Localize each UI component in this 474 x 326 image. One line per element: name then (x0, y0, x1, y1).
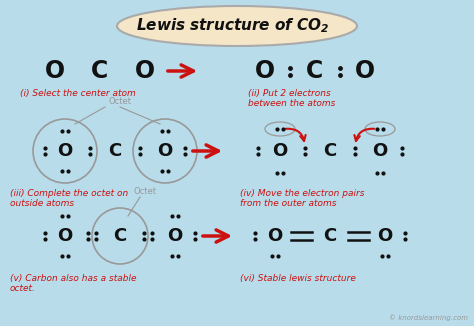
Text: (iv) Move the electron pairs
from the outer atoms: (iv) Move the electron pairs from the ou… (240, 189, 365, 208)
Text: O: O (255, 59, 275, 83)
Text: C: C (323, 227, 337, 245)
Text: © knordslearning.com: © knordslearning.com (389, 314, 468, 321)
Text: C: C (109, 142, 122, 160)
Text: C: C (91, 59, 109, 83)
Text: C: C (323, 142, 337, 160)
Text: (vi) Stable lewis structure: (vi) Stable lewis structure (240, 274, 356, 283)
Text: O: O (135, 59, 155, 83)
Text: C: C (306, 59, 324, 83)
Text: O: O (355, 59, 375, 83)
Text: (i) Select the center atom: (i) Select the center atom (20, 89, 136, 98)
Text: O: O (57, 142, 73, 160)
Text: O: O (157, 142, 173, 160)
Text: (v) Carbon also has a stable
octet.: (v) Carbon also has a stable octet. (10, 274, 137, 293)
Text: O: O (45, 59, 65, 83)
Text: O: O (267, 227, 283, 245)
Text: (ii) Put 2 electrons
between the atoms: (ii) Put 2 electrons between the atoms (248, 89, 336, 109)
Text: O: O (273, 142, 288, 160)
Text: C: C (113, 227, 127, 245)
Text: (iii) Complete the octet on
outside atoms: (iii) Complete the octet on outside atom… (10, 189, 128, 208)
Text: O: O (373, 142, 388, 160)
Text: O: O (377, 227, 392, 245)
Text: Octet: Octet (109, 97, 131, 106)
Text: O: O (57, 227, 73, 245)
Text: $\bfit{Lewis\ structure\ of\ CO_2}$: $\bfit{Lewis\ structure\ of\ CO_2}$ (137, 17, 329, 35)
Ellipse shape (117, 6, 357, 46)
Text: Octet: Octet (134, 187, 156, 196)
Text: O: O (167, 227, 182, 245)
